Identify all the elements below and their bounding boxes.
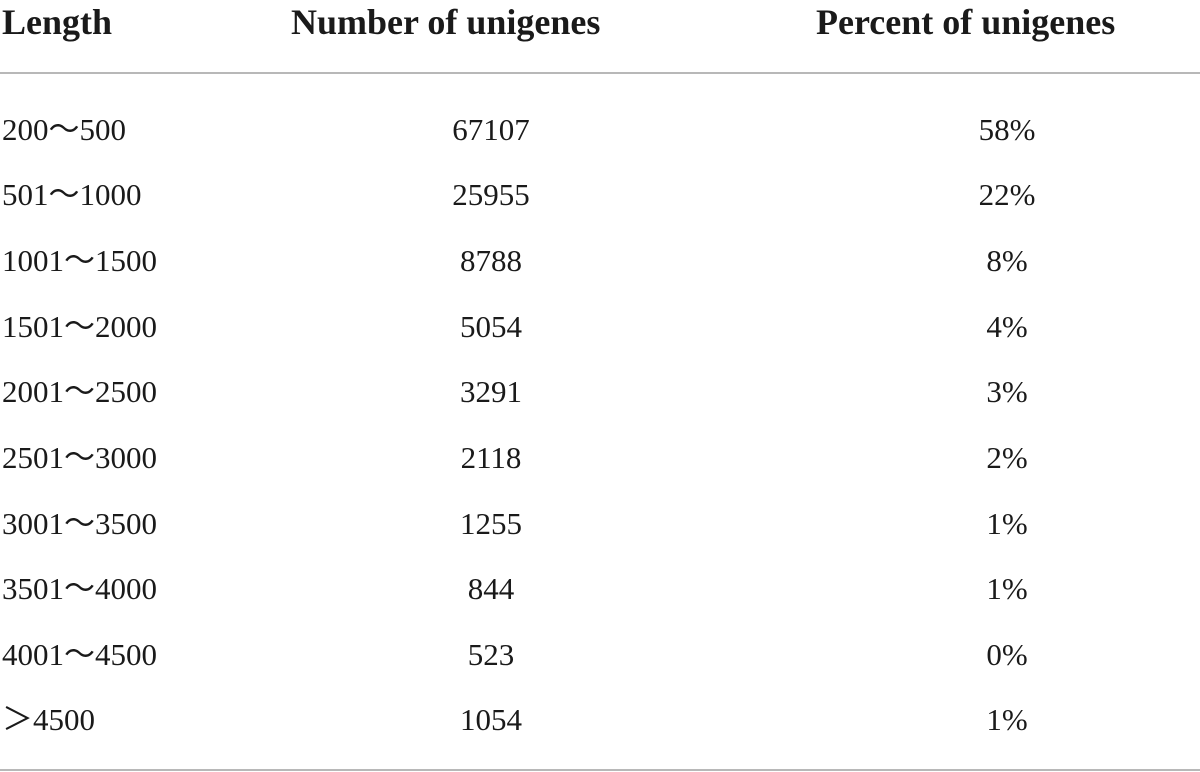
cell-length: 2001～2500 [2, 374, 157, 409]
cell-length: 4001～4500 [2, 637, 157, 672]
header-divider [0, 72, 1200, 74]
cell-number: 25955 [452, 177, 530, 212]
cell-percent: 2% [986, 440, 1028, 475]
cell-number: 1054 [460, 702, 522, 737]
cell-length: 501～1000 [2, 177, 142, 212]
header-number-of-unigenes: Number of unigenes [291, 2, 601, 42]
cell-percent: 58% [978, 112, 1036, 147]
table-row: 2001～2500 3291 3% [0, 370, 1200, 414]
cell-length: ＞4500 [2, 702, 95, 737]
cell-percent: 8% [986, 243, 1028, 278]
cell-percent: 1% [986, 571, 1028, 606]
table-row: 3501～4000 844 1% [0, 567, 1200, 611]
cell-length: 2501～3000 [2, 440, 157, 475]
cell-number: 3291 [460, 374, 522, 409]
table-row: 501～1000 25955 22% [0, 173, 1200, 217]
table-header: Length Number of unigenes Percent of uni… [0, 0, 1200, 72]
cell-number: 523 [467, 637, 515, 672]
header-length: Length [2, 2, 113, 42]
cell-number: 8788 [460, 243, 522, 278]
cell-percent: 22% [978, 177, 1036, 212]
cell-percent: 4% [986, 309, 1028, 344]
cell-length: 1501～2000 [2, 309, 157, 344]
table-row: 4001～4500 523 0% [0, 633, 1200, 677]
cell-percent: 1% [986, 702, 1028, 737]
cell-percent: 3% [986, 374, 1028, 409]
table-row: 200～500 67107 58% [0, 108, 1200, 152]
cell-length: 3501～4000 [2, 571, 157, 606]
table-row: ＞4500 1054 1% [0, 698, 1200, 742]
cell-percent: 1% [986, 506, 1028, 541]
cell-number: 2118 [460, 440, 522, 475]
table-row: 2501～3000 2118 2% [0, 436, 1200, 480]
table-row: 3001～3500 1255 1% [0, 502, 1200, 546]
header-percent-of-unigenes: Percent of unigenes [816, 2, 1116, 42]
table-bottom-divider [0, 769, 1200, 771]
cell-length: 3001～3500 [2, 506, 157, 541]
table-row: 1501～2000 5054 4% [0, 305, 1200, 349]
cell-percent: 0% [986, 637, 1028, 672]
cell-length: 200～500 [2, 112, 126, 147]
cell-number: 5054 [460, 309, 522, 344]
cell-number: 1255 [460, 506, 522, 541]
cell-number: 844 [467, 571, 515, 606]
table-row: 1001～1500 8788 8% [0, 239, 1200, 283]
cell-number: 67107 [452, 112, 530, 147]
cell-length: 1001～1500 [2, 243, 157, 278]
